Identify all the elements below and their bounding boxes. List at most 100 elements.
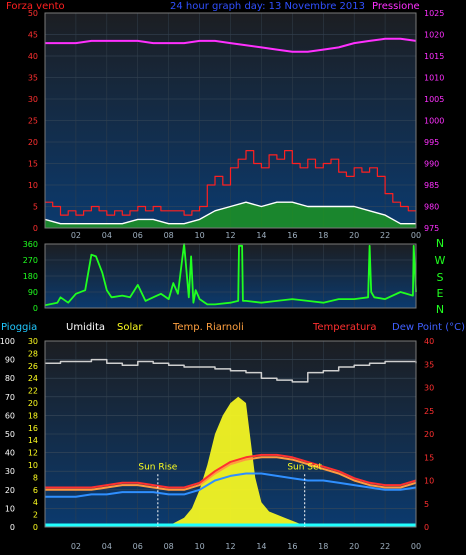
x-tick-label: 00: [411, 231, 421, 240]
x-tick-label: 02: [71, 542, 81, 551]
y-tick-label-solar: 4: [33, 498, 38, 507]
x-tick-label: 10: [194, 542, 204, 551]
legend-temp-riarnoli: Temp. Riarnoli: [172, 322, 244, 333]
x-tick-label: 18: [318, 231, 328, 240]
y-tick-label-solar: 26: [28, 362, 38, 371]
y-tick-label-temperature: 20: [424, 430, 434, 439]
y-tick-label-humidity: 80: [5, 374, 15, 383]
y-tick-label-wind: 40: [28, 52, 38, 61]
y-tick-label-direction: 180: [23, 272, 38, 281]
y-tick-label-humidity: 20: [5, 486, 15, 495]
y-tick-label-wind: 35: [28, 74, 38, 83]
x-tick-label: 04: [102, 231, 112, 240]
y-tick-label-direction: 360: [23, 240, 38, 249]
x-tick-label: 06: [133, 231, 143, 240]
y-tick-label-humidity: 50: [5, 430, 15, 439]
y-tick-label-wind: 5: [33, 203, 38, 212]
x-tick-label: 06: [133, 542, 143, 551]
y-tick-label-solar: 22: [28, 387, 38, 396]
y-tick-label-pressure: 1000: [424, 117, 444, 126]
y-tick-label-wind: 45: [28, 31, 38, 40]
y-tick-label-humidity: 90: [5, 356, 15, 365]
y-tick-label-solar: 14: [28, 436, 38, 445]
wind-pressure-frame: [44, 12, 417, 229]
y-tick-label-temperature: 0: [424, 523, 429, 532]
y-tick-label-solar: 0: [33, 523, 38, 532]
x-tick-label: 16: [287, 231, 297, 240]
wind-strength-label: Forza vento: [6, 1, 65, 12]
y-tick-label-solar: 8: [33, 473, 38, 482]
x-tick-label: 12: [225, 542, 235, 551]
pressure-label: Pressione: [372, 1, 420, 12]
y-tick-label-pressure: 980: [424, 203, 439, 212]
y-tick-label-wind: 20: [28, 138, 38, 147]
compass-label-s: S: [437, 271, 444, 284]
compass-label-w: W: [435, 254, 446, 267]
y-tick-label-direction: 0: [33, 304, 38, 313]
x-tick-label: 08: [164, 542, 174, 551]
wind-direction-line: [44, 243, 417, 307]
x-tick-label: 14: [256, 231, 266, 240]
x-tick-label: 20: [349, 542, 359, 551]
x-tick-label: 04: [102, 542, 112, 551]
y-tick-label-solar: 12: [28, 449, 38, 458]
chart-title: 24 hour graph day: 13 Novembre 2013: [170, 1, 365, 12]
y-tick-label-humidity: 0: [10, 523, 15, 532]
wind-average-area: [45, 202, 416, 228]
x-tick-label: 12: [225, 231, 235, 240]
wind-average-line: [44, 201, 416, 225]
y-tick-label-solar: 16: [28, 424, 38, 433]
x-tick-label: 00: [411, 542, 421, 551]
pressure-line: [45, 37, 417, 53]
x-tick-label: 08: [164, 231, 174, 240]
compass-label-e: E: [437, 287, 444, 300]
x-tick-label: 02: [71, 231, 81, 240]
x-tick-label: 10: [194, 231, 204, 240]
y-tick-label-wind: 30: [28, 95, 38, 104]
y-tick-label-temperature: 5: [424, 500, 429, 509]
legend-umidita: Umidita: [66, 322, 105, 333]
y-tick-label-pressure: 1020: [424, 31, 444, 40]
legend-dew-point: Dew Point (°C): [392, 322, 465, 333]
y-tick-label-solar: 30: [28, 337, 38, 346]
temperature-line: [45, 453, 417, 489]
sunrise-label: Sun Rise: [138, 462, 177, 472]
x-tick-label: 20: [349, 231, 359, 240]
y-tick-label-humidity: 100: [0, 337, 15, 346]
y-tick-label-solar: 28: [28, 349, 38, 358]
legend-pioggia: Pioggia: [1, 322, 37, 333]
x-tick-label: 16: [287, 542, 297, 551]
y-tick-label-wind: 15: [28, 160, 38, 169]
y-tick-label-pressure: 1010: [424, 74, 444, 83]
y-tick-label-humidity: 10: [5, 504, 15, 513]
wind-direction-frame: [44, 243, 417, 309]
y-tick-label-solar: 20: [28, 399, 38, 408]
y-tick-label-temperature: 10: [424, 477, 434, 486]
y-tick-label-wind: 10: [28, 181, 38, 190]
legend-temperatura: Temperatura: [312, 322, 377, 333]
y-tick-label-pressure: 975: [424, 224, 439, 233]
y-tick-label-pressure: 1015: [424, 52, 444, 61]
y-tick-label-solar: 2: [33, 511, 38, 520]
y-tick-label-solar: 18: [28, 411, 38, 420]
y-tick-label-wind: 0: [33, 224, 38, 233]
compass-label-n: N: [436, 237, 444, 250]
y-tick-label-humidity: 30: [5, 467, 15, 476]
y-tick-label-wind: 50: [28, 9, 38, 18]
y-tick-label-humidity: 40: [5, 449, 15, 458]
x-tick-label: 22: [380, 231, 390, 240]
temp-riarnoli-line: [45, 456, 417, 491]
y-tick-label-direction: 90: [28, 288, 38, 297]
y-tick-label-humidity: 60: [5, 411, 15, 420]
y-tick-label-pressure: 1025: [424, 9, 444, 18]
y-tick-label-pressure: 985: [424, 181, 439, 190]
y-tick-label-temperature: 40: [424, 337, 434, 346]
compass-labels: N W S E N: [435, 237, 446, 316]
dew-point-line: [45, 472, 417, 498]
compass-label-n2: N: [436, 303, 444, 316]
y-tick-label-temperature: 15: [424, 453, 434, 462]
y-tick-label-temperature: 30: [424, 384, 434, 393]
y-tick-label-solar: 24: [28, 374, 38, 383]
y-tick-label-pressure: 1005: [424, 95, 444, 104]
